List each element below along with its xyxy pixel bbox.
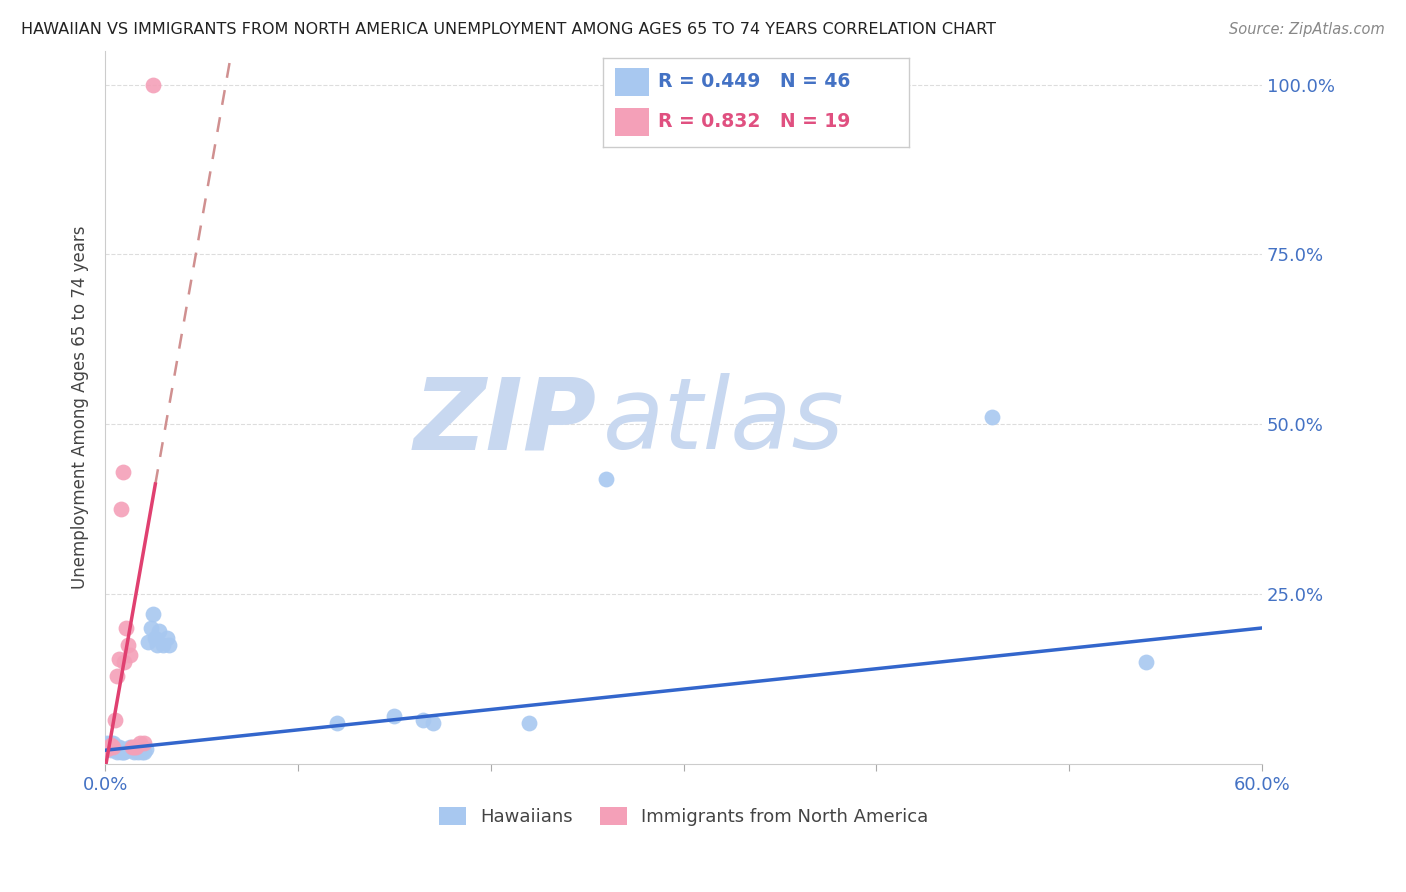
- Point: [152, 638, 174, 652]
- Point: [114, 745, 136, 759]
- Point: [114, 742, 136, 756]
- Point: [143, 631, 166, 645]
- Point: [422, 716, 444, 731]
- Point: [157, 638, 180, 652]
- Point: [111, 743, 134, 757]
- Point: [100, 743, 122, 757]
- Point: [100, 738, 122, 752]
- Point: [105, 745, 128, 759]
- Point: [96, 736, 118, 750]
- Point: [142, 607, 165, 622]
- Point: [115, 621, 138, 635]
- Point: [105, 739, 128, 754]
- Point: [104, 739, 127, 754]
- Point: [110, 745, 132, 759]
- Legend: Hawaiians, Immigrants from North America: Hawaiians, Immigrants from North America: [439, 806, 928, 826]
- Point: [141, 621, 163, 635]
- Text: ZIP: ZIP: [413, 373, 596, 470]
- Point: [105, 668, 128, 682]
- Point: [148, 624, 170, 639]
- Point: [101, 736, 124, 750]
- Point: [125, 743, 148, 757]
- Point: [96, 742, 118, 756]
- Point: [101, 739, 124, 754]
- Point: [121, 739, 143, 754]
- Point: [104, 743, 127, 757]
- Point: [101, 739, 124, 754]
- Point: [412, 713, 434, 727]
- Point: [125, 739, 148, 754]
- Point: [117, 638, 139, 652]
- Text: HAWAIIAN VS IMMIGRANTS FROM NORTH AMERICA UNEMPLOYMENT AMONG AGES 65 TO 74 YEARS: HAWAIIAN VS IMMIGRANTS FROM NORTH AMERIC…: [21, 22, 995, 37]
- Point: [98, 739, 121, 754]
- Point: [384, 709, 406, 723]
- Point: [122, 739, 145, 754]
- Point: [98, 739, 121, 754]
- Point: [121, 743, 143, 757]
- Point: [142, 78, 165, 92]
- Point: [111, 465, 134, 479]
- Text: Source: ZipAtlas.com: Source: ZipAtlas.com: [1229, 22, 1385, 37]
- Point: [131, 745, 153, 759]
- Point: [127, 745, 149, 759]
- Point: [111, 745, 134, 759]
- Point: [325, 716, 347, 731]
- Point: [110, 742, 132, 756]
- Point: [100, 736, 122, 750]
- Point: [104, 713, 127, 727]
- Point: [122, 745, 145, 759]
- Point: [107, 743, 129, 757]
- Point: [595, 472, 617, 486]
- Point: [146, 638, 169, 652]
- Point: [132, 736, 155, 750]
- Point: [107, 739, 129, 754]
- Point: [114, 655, 136, 669]
- Point: [115, 743, 138, 757]
- Point: [120, 739, 142, 754]
- Y-axis label: Unemployment Among Ages 65 to 74 years: Unemployment Among Ages 65 to 74 years: [72, 226, 89, 589]
- Point: [156, 631, 179, 645]
- Point: [1135, 655, 1157, 669]
- Point: [129, 743, 152, 757]
- Point: [117, 742, 139, 756]
- Point: [110, 502, 132, 516]
- Text: atlas: atlas: [603, 373, 844, 470]
- Point: [135, 742, 157, 756]
- Point: [981, 410, 1004, 425]
- Point: [129, 736, 152, 750]
- Point: [107, 651, 129, 665]
- Point: [120, 648, 142, 662]
- Point: [136, 634, 159, 648]
- Point: [132, 745, 155, 759]
- Point: [517, 716, 540, 731]
